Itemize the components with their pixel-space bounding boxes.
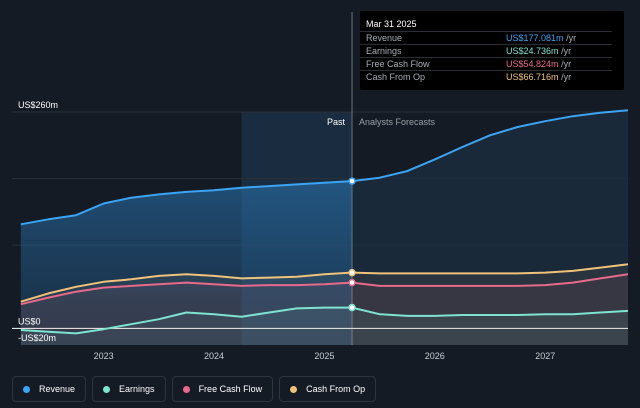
x-tick-label: 2027 [535, 351, 555, 361]
cash-from-op-dot-icon [290, 385, 298, 393]
x-tick-label: 2025 [314, 351, 334, 361]
legend-item-revenue[interactable]: Revenue [12, 376, 87, 402]
x-tick-label: 2024 [204, 351, 224, 361]
past-label: Past [327, 117, 346, 127]
tooltip-date: Mar 31 2025 [366, 19, 417, 29]
y-tick-label: US$260m [18, 100, 58, 110]
revenue-dot-icon [23, 385, 30, 393]
x-tick-label: 2023 [94, 351, 114, 361]
tooltip-row-fcf: Free Cash Flow US$54.824m /yr [360, 57, 612, 71]
revenue-area [20, 181, 353, 345]
legend: Revenue Earnings Free Cash Flow Cash Fro… [12, 376, 377, 402]
tooltip: Mar 31 2025 Revenue US$177.081m /yr Earn… [360, 11, 624, 90]
cash-from-op-line [20, 263, 629, 303]
legend-item-earnings[interactable]: Earnings [92, 376, 166, 402]
cash-from-op-marker [348, 268, 356, 277]
tooltip-value: US$177.081m /yr [506, 33, 577, 43]
free-cash-flow-line [20, 273, 629, 306]
y-tick-label: US$0 [18, 316, 41, 326]
tooltip-row-earnings: Earnings US$24.736m /yr [360, 44, 612, 58]
legend-label: Revenue [39, 384, 76, 394]
free-cash-flow-dot-icon [182, 385, 190, 393]
free-cash-flow-marker [348, 278, 356, 287]
tooltip-value: US$66.716m /yr [506, 72, 572, 82]
earnings-line [20, 306, 629, 335]
revenue-line [20, 109, 629, 226]
legend-label: Cash From Op [306, 384, 366, 394]
earnings-area [20, 307, 629, 345]
legend-item-cash-from-op[interactable]: Cash From Op [279, 376, 377, 402]
tooltip-value: US$54.824m /yr [506, 59, 572, 69]
legend-label: Earnings [119, 384, 155, 394]
earnings-marker [348, 303, 356, 312]
tooltip-label: Cash From Op [366, 72, 426, 82]
legend-item-free-cash-flow[interactable]: Free Cash Flow [171, 376, 274, 402]
cash-from-op-area [20, 264, 629, 345]
revenue-marker [348, 177, 356, 185]
forecast-label: Analysts Forecasts [359, 117, 436, 127]
tooltip-value: US$24.736m /yr [506, 46, 572, 56]
tooltip-label: Revenue [366, 33, 403, 43]
legend-label: Free Cash Flow [198, 384, 263, 394]
tooltip-label: Free Cash Flow [366, 59, 430, 69]
tooltip-row-revenue: Revenue US$177.081m /yr [360, 31, 612, 45]
x-tick-label: 2026 [425, 351, 445, 361]
y-tick-label: -US$20m [18, 333, 56, 343]
tooltip-label: Earnings [366, 46, 402, 56]
free-cash-flow-area [20, 274, 629, 345]
earnings-dot-icon [103, 385, 111, 393]
tooltip-row-cfo: Cash From Op US$66.716m /yr [360, 70, 612, 84]
